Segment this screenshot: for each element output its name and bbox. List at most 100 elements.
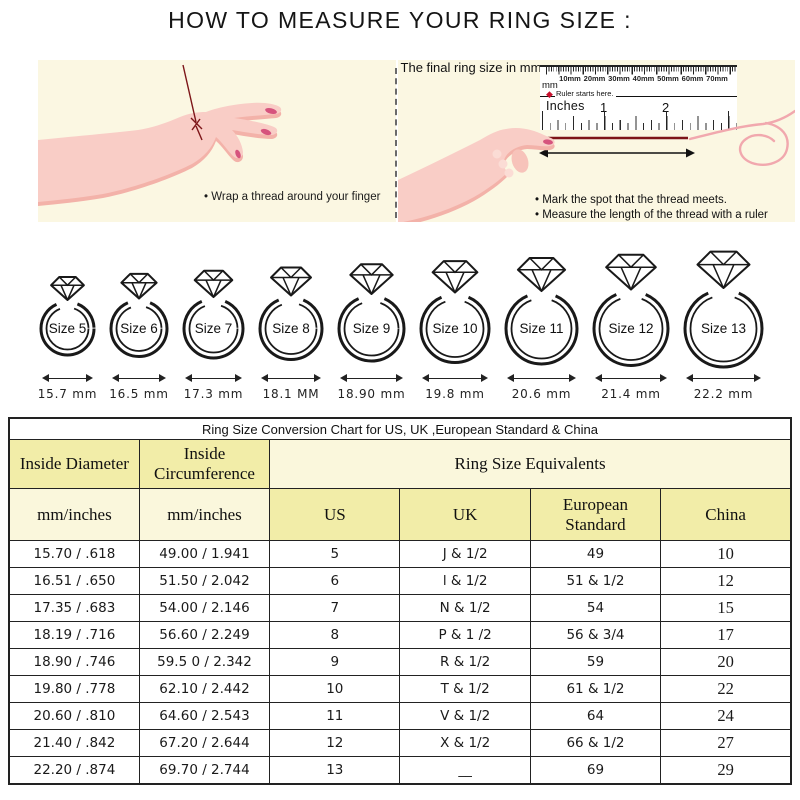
ring-size-row: Size 5 15.7 mm Size 6 16.5 mm Size 7 17.3 mm S… [0, 244, 800, 401]
ring-item: Size 8 18.1 MM [255, 244, 327, 401]
table-cell: 24 [660, 702, 792, 730]
ring-size-label: Size 12 [608, 321, 653, 336]
ring-item: Size 6 16.5 mm [106, 244, 172, 401]
measure-arrow [595, 374, 667, 383]
table-cell: V & 1/2 [399, 702, 531, 730]
ruler-mm-label: 10mm [559, 74, 581, 83]
ring-diagram: Size 12 [592, 253, 670, 367]
table-cell: 59 [529, 648, 662, 676]
table-cell: 20 [660, 648, 792, 676]
ring-diameter-label: 22.2 mm [693, 387, 754, 401]
ruler-divider-line [540, 96, 737, 98]
ruler-mm-label: 50mm [657, 74, 679, 83]
table-cell: 10 [269, 675, 401, 703]
measure-arrow [42, 374, 93, 383]
fingernail [235, 149, 241, 159]
table-cell: J & 1/2 [399, 540, 531, 568]
table-cell: 69.70 / 2.744 [138, 756, 271, 785]
table-cell: 56 & 3/4 [529, 621, 662, 649]
ruler-mm-ticks [540, 65, 737, 75]
instruction-bullet: • Mark the spot that the thread meets. [535, 194, 727, 206]
table-cell: 66 & 1/2 [529, 729, 662, 757]
table-cell: 27 [660, 729, 792, 757]
ring-diameter-label: 19.8 mm [425, 387, 485, 401]
thread-illustration [182, 64, 203, 141]
fingernail [543, 139, 553, 145]
diamond-icon [193, 269, 234, 298]
ruler-mm-label: 70mm [706, 74, 728, 83]
ring-item: Size 5 15.7 mm [36, 244, 99, 401]
diamond-icon [431, 259, 479, 294]
hand-illustration [398, 127, 555, 222]
ring-item: Size 12 21.4 mm [589, 244, 673, 401]
ruler: 10mm 20mm 30mm 40mm 50mm 60mm 70mm mm ◆ … [540, 65, 737, 130]
ring-diagram: Size 6 [109, 273, 169, 358]
table-row: 21.40 / .842 67.20 / 2.644 12 X & 1/2 66 & 1… [8, 729, 792, 757]
table-cell: 15.70 / .618 [8, 540, 140, 568]
table-cell: 22 [660, 675, 792, 703]
table-cell: 13 [269, 756, 401, 785]
ring-size-label: Size 10 [432, 321, 477, 336]
col-header-mm-inches: mm/inches [138, 488, 271, 541]
ring-diameter-label: 15.7 mm [37, 387, 98, 401]
table-cell: 10 [660, 540, 792, 568]
col-header-mm-inches: mm/inches [8, 488, 140, 541]
ring-diameter-label: 17.3 mm [183, 387, 244, 401]
col-header-us: US [269, 488, 401, 541]
panel-divider [395, 68, 397, 218]
knuckle [504, 168, 514, 178]
diamond-icon [604, 253, 658, 291]
ring-diameter-label: 18.90 mm [337, 387, 406, 401]
header-inside-diameter: Inside Diameter [8, 439, 140, 489]
table-row: 16.51 / .650 51.50 / 2.042 6 l & 1/2 51 & 1/… [8, 567, 792, 595]
ring-diameter-label: 16.5 mm [109, 387, 169, 401]
table-cell: 7 [269, 594, 401, 622]
table-cell: 62.10 / 2.442 [138, 675, 271, 703]
measure-arrow [507, 374, 576, 383]
header-inside-circumference: Inside Circumference [138, 439, 271, 489]
table-cell: l & 1/2 [399, 567, 531, 595]
final-size-caption: The final ring size in mm [400, 60, 542, 75]
ruler-mm-unit-label: mm [542, 80, 558, 91]
instruction-bullets: • Mark the spot that the thread meets. •… [535, 193, 768, 222]
ruler-mm-label: 20mm [583, 74, 606, 83]
diamond-icon [270, 266, 312, 297]
table-cell: 29 [660, 756, 792, 785]
diamond-icon [349, 263, 394, 296]
table-cell: R & 1/2 [399, 648, 531, 676]
table-title: Ring Size Conversion Chart for US, UK ,E… [8, 417, 792, 440]
ring-diagram: Size 13 [683, 250, 764, 369]
wrap-thread-caption: • Wrap a thread around your finger [204, 191, 381, 203]
col-header-uk: UK [399, 488, 531, 541]
page-title: HOW TO MEASURE YOUR RING SIZE : [168, 7, 632, 33]
measure-arrow [112, 374, 166, 383]
ring-size-label: Size 8 [272, 321, 310, 336]
table-cell: 59.5 0 / 2.342 [138, 648, 271, 676]
table-cell: 9 [269, 648, 401, 676]
table-cell: P & 1 /2 [399, 621, 531, 649]
fingernail [265, 108, 277, 114]
table-cell: 12 [269, 729, 401, 757]
ruler-mm-label: 30mm [608, 74, 630, 83]
ruler-mm-label: 60mm [681, 74, 704, 83]
table-row: 18.90 / .746 59.5 0 / 2.342 9 R & 1/2 59 20 [8, 648, 792, 676]
col-header-european-standard: European Standard [529, 488, 662, 541]
table-cell: 19.80 / .778 [8, 675, 140, 703]
table-cell: 6 [269, 567, 401, 595]
pointing-hand-illustration [398, 109, 795, 222]
table-cell: 54.00 / 2.146 [138, 594, 271, 622]
ring-item: Size 11 20.6 mm [501, 244, 582, 401]
ring-size-label: Size 6 [120, 321, 158, 336]
table-cell: 49 [529, 540, 662, 568]
measure-arrow [261, 374, 321, 383]
table-cell: 15 [660, 594, 792, 622]
final-size-arrow [539, 148, 695, 158]
table-cell: 22.20 / .874 [8, 756, 140, 785]
ring-item: Size 13 22.2 mm [680, 244, 767, 401]
table-cell: 16.51 / .650 [8, 567, 140, 595]
ring-item: Size 9 18.90 mm [334, 244, 409, 401]
hand-illustration [38, 102, 282, 206]
ring-diameter-label: 21.4 mm [601, 387, 661, 401]
thread-curl-illustration [688, 109, 795, 166]
table-cell: 69 [529, 756, 662, 785]
